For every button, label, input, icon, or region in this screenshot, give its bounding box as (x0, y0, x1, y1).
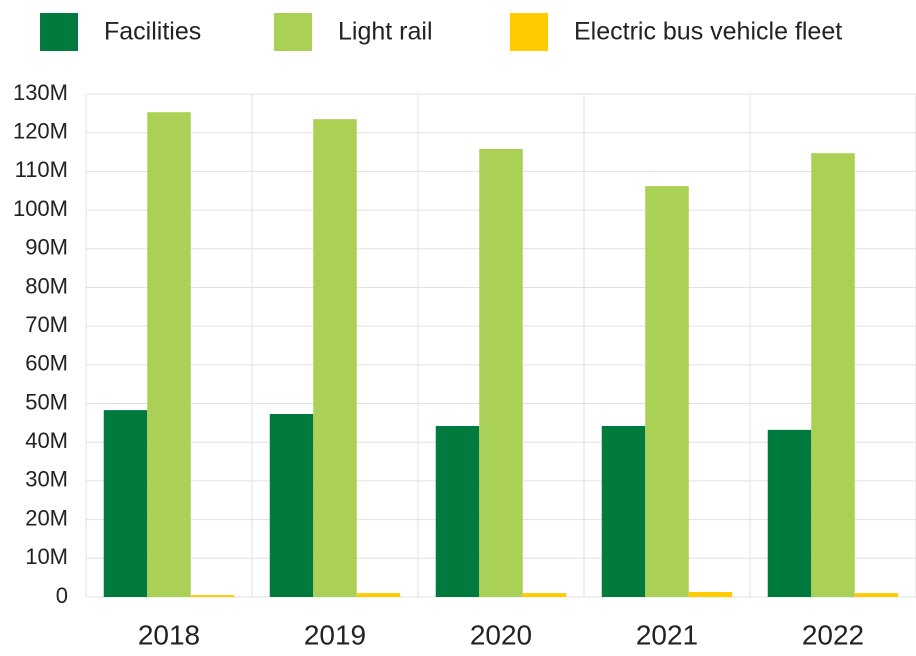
y-tick-label: 50M (25, 389, 68, 414)
y-tick-label: 100M (13, 196, 68, 221)
y-tick-label: 70M (25, 312, 68, 337)
legend-swatch (510, 13, 548, 51)
x-tick-label: 2021 (636, 619, 698, 650)
bar (645, 186, 689, 597)
y-tick-label: 80M (25, 273, 68, 298)
bar (601, 425, 646, 597)
bar (522, 593, 567, 597)
bar (854, 593, 899, 597)
y-tick-label: 30M (25, 467, 68, 492)
legend-label: Light rail (338, 18, 433, 46)
y-tick-label: 130M (13, 80, 68, 105)
legend-swatch (40, 13, 78, 51)
x-tick-label: 2019 (304, 619, 366, 650)
bar (479, 148, 523, 598)
y-tick-label: 0 (56, 583, 68, 608)
x-tick-label: 2022 (802, 619, 864, 650)
y-tick-label: 90M (25, 235, 68, 260)
bar (103, 410, 148, 597)
y-tick-label: 20M (25, 505, 68, 530)
x-tick-label: 2020 (470, 619, 532, 650)
bar (435, 425, 480, 597)
legend-label: Electric bus vehicle fleet (574, 18, 842, 46)
legend-label: Facilities (104, 18, 201, 46)
y-tick-label: 40M (25, 428, 68, 453)
bar (356, 593, 401, 597)
y-tick-label: 60M (25, 351, 68, 376)
x-tick-label: 2018 (138, 619, 200, 650)
bar (147, 112, 191, 597)
bar (811, 153, 855, 598)
y-tick-label: 110M (15, 157, 68, 182)
legend-swatch (274, 13, 312, 51)
bar (269, 413, 314, 597)
y-tick-label: 10M (25, 544, 68, 569)
bar (767, 429, 812, 597)
bar (688, 591, 733, 597)
y-tick-label: 120M (13, 119, 68, 144)
bar (313, 119, 357, 598)
bar (190, 595, 235, 597)
